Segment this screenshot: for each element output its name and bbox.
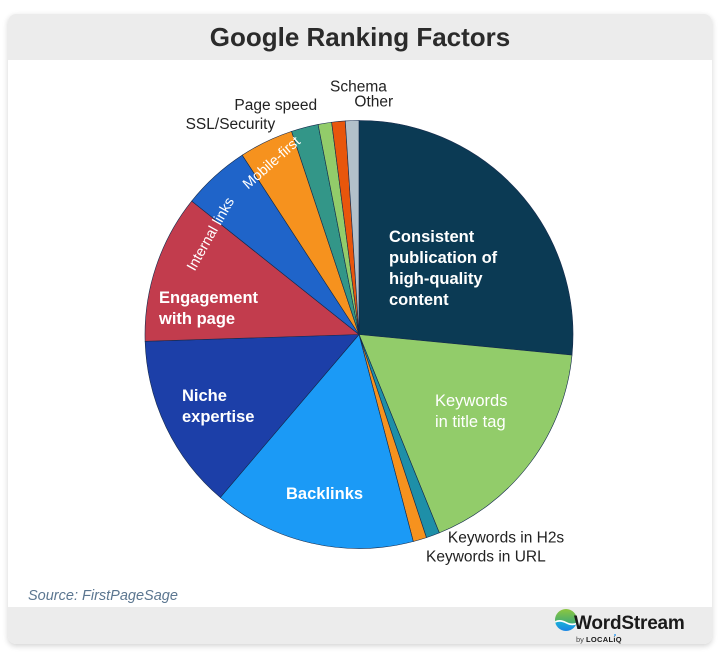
svg-text:Page speed: Page speed	[234, 97, 317, 114]
svg-text:Keywords in H2s: Keywords in H2s	[448, 529, 565, 546]
svg-text:Other: Other	[354, 93, 393, 110]
svg-text:SSL/Security: SSL/Security	[186, 116, 276, 133]
svg-text:Backlinks: Backlinks	[286, 485, 363, 503]
svg-text:Keywords in URL: Keywords in URL	[426, 548, 546, 565]
